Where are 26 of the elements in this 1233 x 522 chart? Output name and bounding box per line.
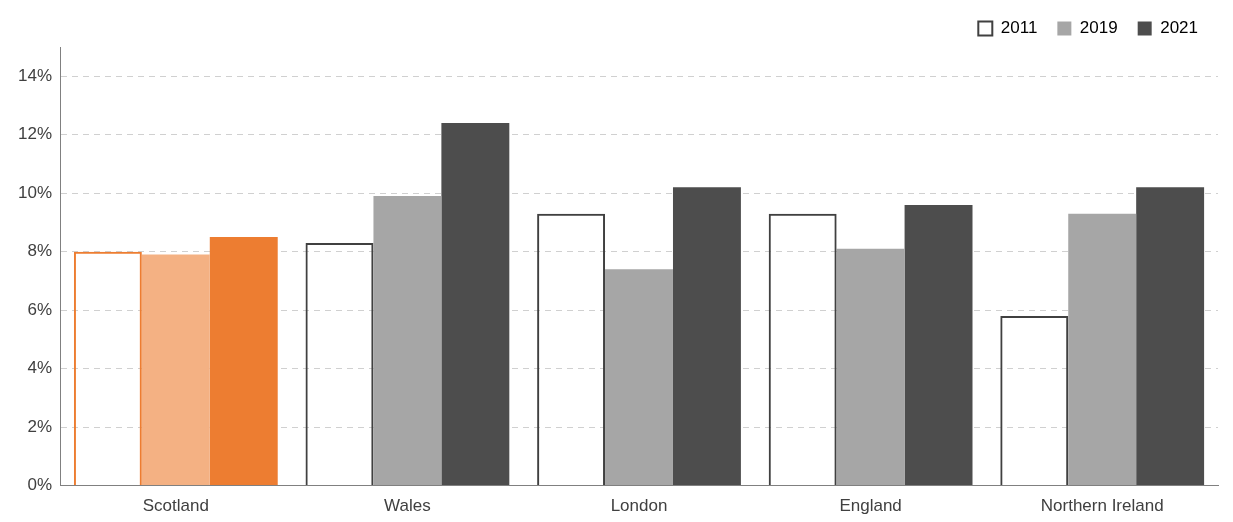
x-tick-label: Wales bbox=[384, 496, 431, 516]
bar bbox=[836, 248, 905, 486]
bar bbox=[441, 123, 510, 486]
y-tick-label: 12% bbox=[17, 124, 53, 144]
bar bbox=[605, 269, 673, 486]
y-tick-label: 14% bbox=[17, 65, 53, 85]
legend-label: 2011 bbox=[1000, 18, 1038, 38]
y-tick-label: 8% bbox=[27, 241, 53, 261]
bar bbox=[209, 237, 278, 486]
legend-label: 2021 bbox=[1160, 18, 1199, 38]
x-tick-label: England bbox=[839, 496, 902, 516]
bar bbox=[904, 204, 973, 486]
x-tick-label: Scotland bbox=[142, 496, 209, 516]
y-tick-label: 0% bbox=[27, 475, 53, 495]
y-tick-label: 6% bbox=[27, 299, 53, 319]
x-tick-label: Northern Ireland bbox=[1040, 496, 1164, 516]
bar bbox=[1068, 213, 1137, 486]
legend-label: 2019 bbox=[1079, 18, 1118, 38]
bar bbox=[672, 187, 741, 486]
y-tick-label: 10% bbox=[17, 182, 53, 202]
bar bbox=[1136, 187, 1205, 486]
x-tick-label: London bbox=[610, 496, 668, 516]
bar bbox=[373, 196, 442, 486]
y-tick-label: 4% bbox=[27, 358, 53, 378]
bar bbox=[141, 254, 210, 486]
y-tick-label: 2% bbox=[27, 416, 53, 436]
